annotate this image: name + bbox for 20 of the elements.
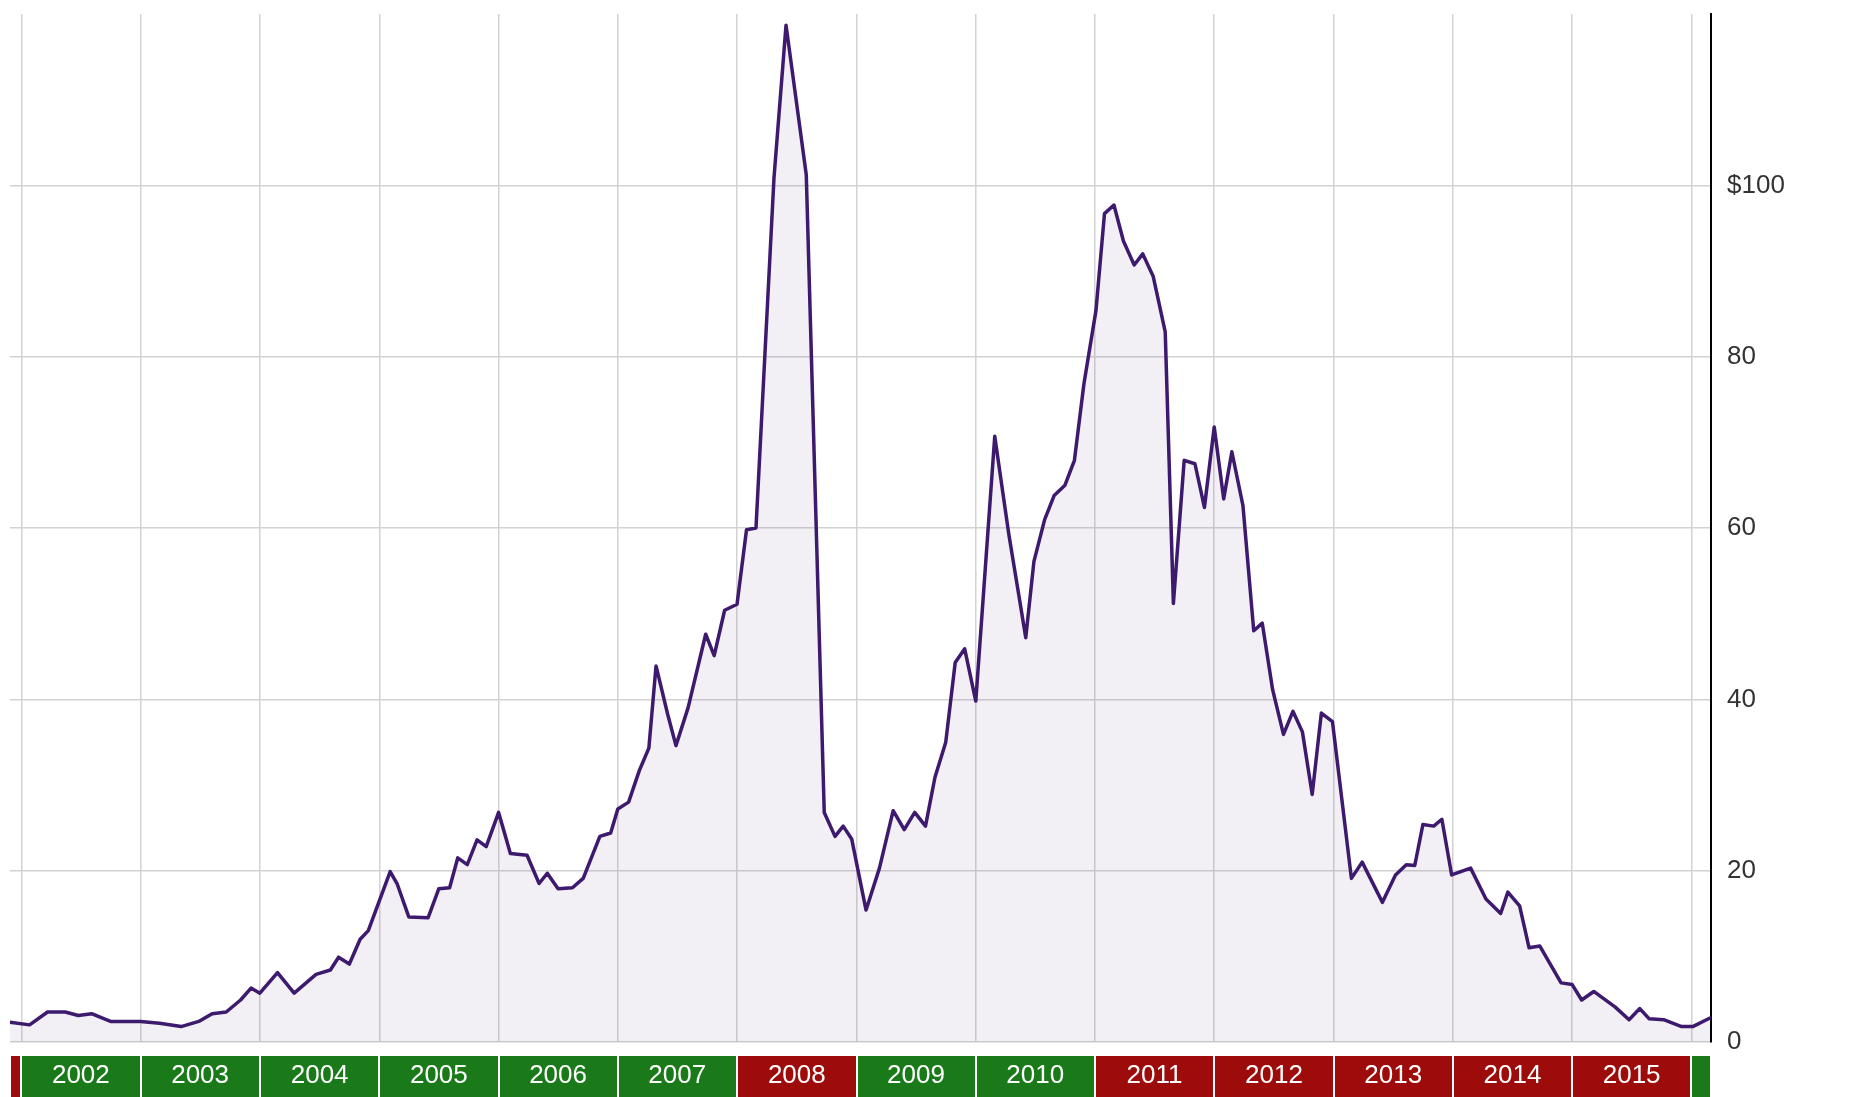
y-tick-label: $100: [1727, 168, 1785, 199]
x-tick-label: 2003: [171, 1058, 230, 1089]
x-tick-label: 2009: [887, 1058, 945, 1089]
x-tick-label: 2012: [1245, 1058, 1303, 1089]
y-tick-label: 60: [1727, 511, 1756, 542]
x-tick-label: 2006: [529, 1058, 587, 1089]
y-tick-label: 40: [1727, 682, 1756, 713]
x-tick-label: 2004: [290, 1058, 349, 1089]
x-tick-label: 2005: [409, 1058, 468, 1089]
x-tick-label: 2010: [1006, 1058, 1065, 1089]
y-tick-label: 80: [1727, 339, 1756, 370]
x-tick-label: 2008: [767, 1058, 826, 1089]
x-tick-label: 2014: [1483, 1058, 1542, 1089]
y-tick-label: 20: [1727, 853, 1756, 884]
x-tick-label: 2002: [51, 1058, 110, 1089]
x-tick-label: 2015: [1602, 1058, 1661, 1089]
x-tick-label: 2013: [1364, 1058, 1423, 1089]
x-tick-label: 2011: [1126, 1058, 1183, 1089]
y-tick-label: 0: [1727, 1025, 1742, 1056]
x-tick-label: 2007: [648, 1058, 707, 1089]
